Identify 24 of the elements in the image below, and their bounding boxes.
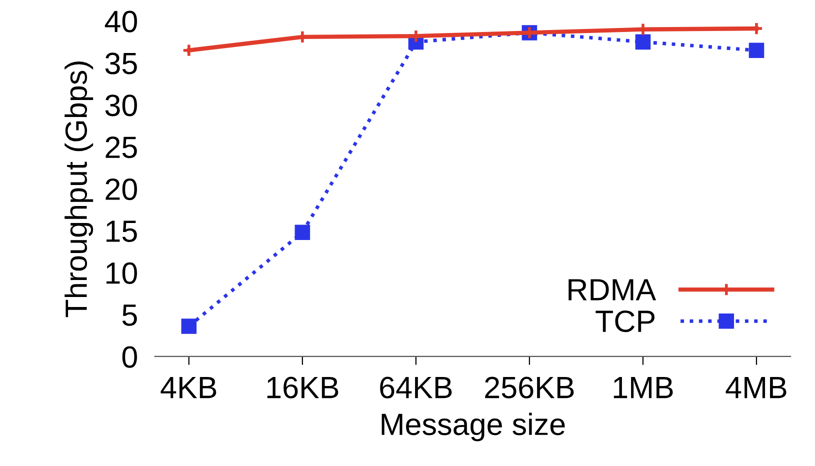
y-axis-title: Throughput (Gbps) bbox=[64, 62, 94, 318]
y-tick-label: 15 bbox=[106, 220, 137, 242]
y-tick-label: 20 bbox=[106, 178, 137, 200]
legend-label: RDMA bbox=[568, 279, 656, 300]
y-tick-label: 30 bbox=[105, 94, 137, 116]
legend-label: TCP bbox=[596, 310, 654, 332]
x-axis-title: Message size bbox=[382, 412, 565, 442]
point bbox=[635, 34, 651, 50]
x-tick-label: 16KB bbox=[267, 376, 338, 398]
x-tick-label: 1MB bbox=[614, 377, 673, 398]
x-tick-label: 256KB bbox=[485, 376, 574, 398]
y-tick-label: 5 bbox=[122, 304, 137, 326]
y-tick-label: 0 bbox=[122, 346, 137, 368]
x-tick-label: 4MB bbox=[726, 377, 786, 398]
x-tick-label: 64KB bbox=[380, 376, 452, 398]
y-tick-label: 10 bbox=[106, 262, 137, 284]
point bbox=[748, 42, 764, 58]
y-tick-label: 35 bbox=[105, 52, 137, 74]
x-tick-label: 4KB bbox=[160, 377, 216, 398]
point bbox=[182, 43, 196, 58]
point bbox=[181, 318, 197, 334]
y-tick-label: 40 bbox=[104, 10, 137, 32]
y-tick-label: 25 bbox=[106, 136, 137, 158]
point bbox=[294, 224, 310, 240]
